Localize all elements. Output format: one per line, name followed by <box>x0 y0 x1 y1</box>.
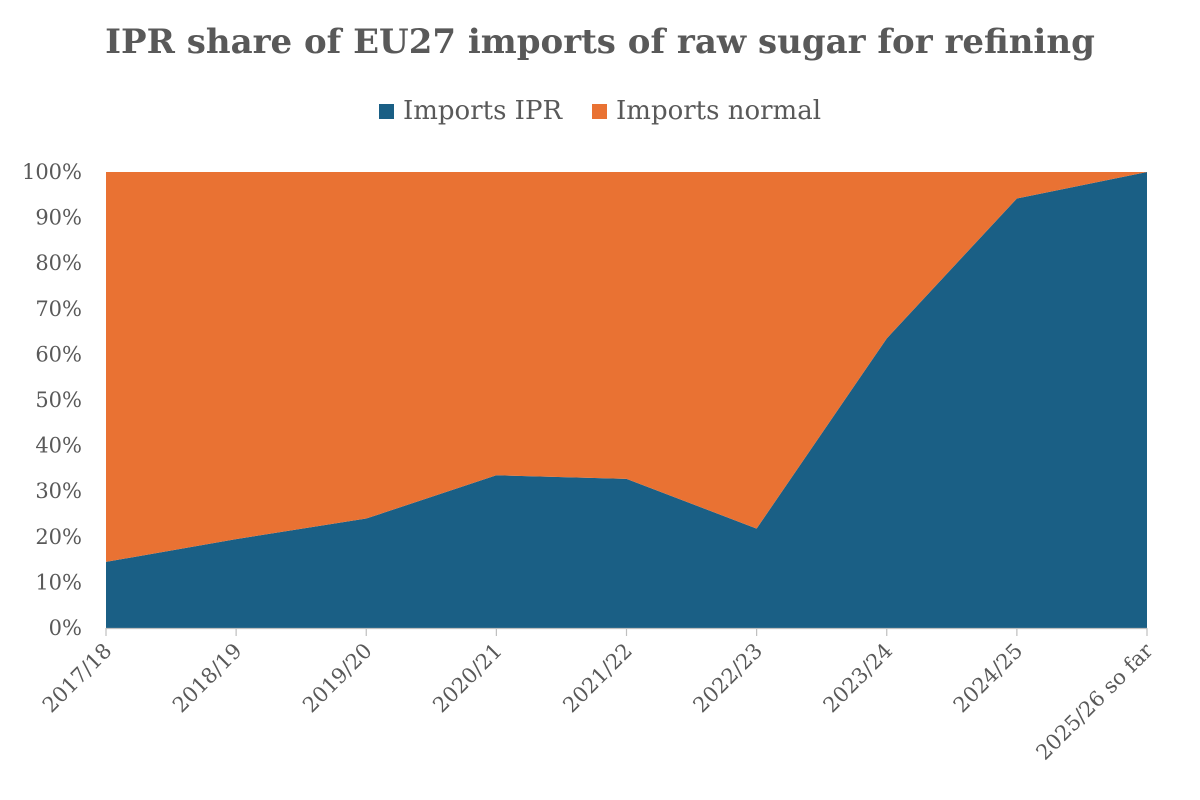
legend-swatch-imports-normal <box>592 103 608 119</box>
legend-label-imports-ipr: Imports IPR <box>402 96 563 126</box>
y-tick-label: 40% <box>35 434 82 458</box>
legend-item-imports-ipr: Imports IPR <box>378 96 563 126</box>
x-tick-label: 2025/26 so far <box>1031 638 1158 765</box>
x-tick-label: 2024/25 <box>949 639 1028 718</box>
area-series-imports-normal <box>106 172 1147 562</box>
legend-swatch-imports-ipr <box>378 103 394 119</box>
legend: Imports IPR Imports normal <box>0 96 1200 126</box>
x-tick-label: 2021/22 <box>558 639 637 718</box>
x-tick-label: 2019/20 <box>298 639 377 718</box>
x-tick-label: 2022/23 <box>688 639 767 718</box>
y-tick-label: 90% <box>35 206 82 230</box>
x-tick-label: 2020/21 <box>428 639 507 718</box>
legend-label-imports-normal: Imports normal <box>616 96 822 126</box>
y-tick-label: 0% <box>49 616 82 640</box>
chart-title: IPR share of EU27 imports of raw sugar f… <box>105 22 1095 62</box>
y-tick-label: 10% <box>35 570 82 594</box>
x-tick-label: 2017/18 <box>38 639 117 718</box>
y-tick-label: 20% <box>35 525 82 549</box>
y-tick-label: 30% <box>35 479 82 503</box>
y-tick-label: 100% <box>22 160 82 184</box>
y-tick-label: 80% <box>35 251 82 275</box>
x-tick-label: 2023/24 <box>819 639 898 718</box>
legend-item-imports-normal: Imports normal <box>592 96 821 126</box>
y-tick-label: 50% <box>35 388 82 412</box>
area-series-imports-ipr <box>106 172 1147 628</box>
y-tick-label: 60% <box>35 342 82 366</box>
x-tick-label: 2018/19 <box>168 639 247 718</box>
y-tick-label: 70% <box>35 297 82 321</box>
